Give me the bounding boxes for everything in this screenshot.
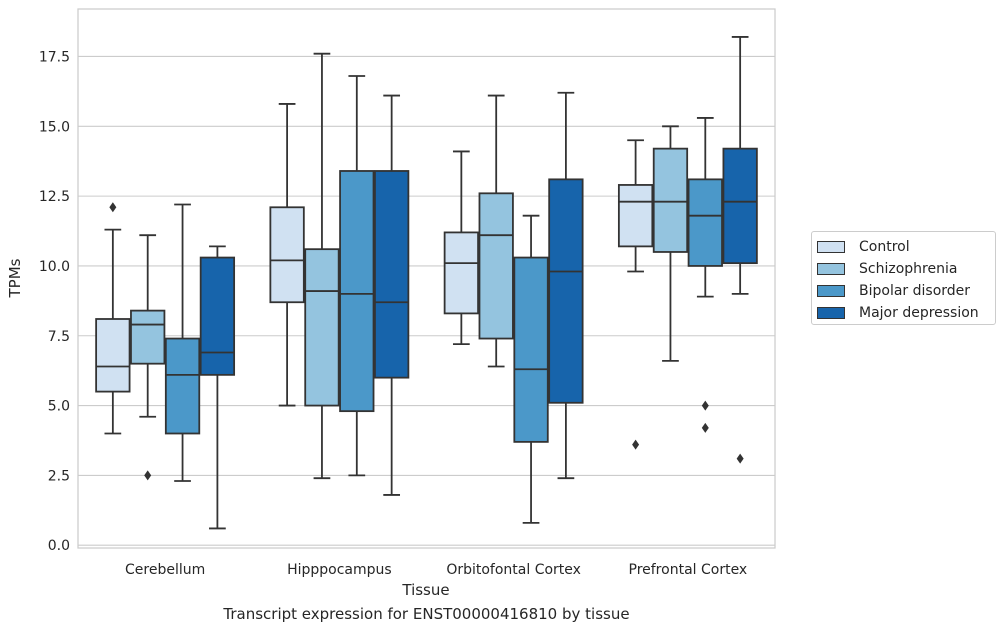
iqr-box <box>304 248 340 407</box>
box-major-depression <box>548 91 584 480</box>
outlier-point <box>144 470 152 481</box>
legend-item: Control <box>817 236 995 258</box>
iqr-box <box>722 147 758 265</box>
plot-frame <box>77 8 776 549</box>
y-axis-label: TPMs <box>6 258 24 298</box>
box-control <box>95 202 131 435</box>
iqr-box <box>443 231 479 315</box>
y-tick-label: 12.5 <box>39 189 70 205</box>
box-series <box>95 36 758 530</box>
outlier-point <box>109 202 117 213</box>
legend-label: Bipolar disorder <box>859 283 971 299</box>
iqr-box <box>130 309 166 365</box>
iqr-box <box>374 170 410 379</box>
legend-swatch <box>817 285 845 297</box>
outlier-point <box>701 422 709 433</box>
iqr-box <box>513 256 549 443</box>
box-schizophrenia <box>130 234 166 481</box>
y-tick-label: 15.0 <box>39 119 70 135</box>
legend-item: Major depression <box>817 302 995 324</box>
iqr-box <box>548 178 584 404</box>
y-tick-labels: 0.0 2.5 5.0 7.5 10.0 12.5 15.0 17.5 <box>39 49 70 554</box>
y-tick-label: 0.0 <box>48 538 70 554</box>
box-schizophrenia <box>304 52 340 480</box>
y-tick-label: 10.0 <box>39 259 70 275</box>
legend: Control Schizophrenia Bipolar disorder Majo… <box>811 231 996 325</box>
box-bipolar-disorder <box>513 214 549 524</box>
y-tick-label: 2.5 <box>48 468 70 484</box>
legend-item: Bipolar disorder <box>817 280 995 302</box>
iqr-box <box>269 206 305 304</box>
iqr-box <box>478 192 514 340</box>
legend-label: Schizophrenia <box>859 261 958 277</box>
legend-swatch <box>817 263 845 275</box>
box-control <box>617 139 654 450</box>
iqr-box <box>652 147 689 253</box>
box-bipolar-disorder <box>339 75 375 477</box>
x-tick-label: Orbitofontal Cortex <box>446 562 581 578</box>
box-major-depression <box>374 94 410 496</box>
box-schizophrenia <box>478 94 514 368</box>
y-tick-label: 17.5 <box>39 49 70 65</box>
y-tick-label: 7.5 <box>48 329 70 345</box>
outlier-point <box>736 453 744 464</box>
iqr-box <box>617 184 654 248</box>
x-axis-label: Tissue <box>401 581 449 599</box>
legend-swatch <box>817 241 845 253</box>
box-bipolar-disorder <box>164 203 201 482</box>
iqr-box <box>164 337 201 435</box>
legend-label: Major depression <box>859 305 979 321</box>
iqr-box <box>95 318 131 393</box>
x-tick-label: Hipppocampus <box>287 562 392 578</box>
legend-item: Schizophrenia <box>817 258 995 280</box>
outlier-point <box>701 400 709 411</box>
legend-swatch <box>817 307 845 319</box>
x-tick-label: Prefrontal Cortex <box>629 562 748 578</box>
box-control <box>443 150 479 346</box>
box-bipolar-disorder <box>687 117 723 433</box>
legend-label: Control <box>859 239 910 255</box>
x-tick-label: Cerebellum <box>125 562 205 578</box>
x-tick-labels: Cerebellum Hipppocampus Orbitofontal Corte… <box>125 562 747 578</box>
box-control <box>269 103 305 407</box>
outlier-point <box>632 439 640 450</box>
box-major-depression <box>722 36 758 464</box>
iqr-box <box>687 178 723 267</box>
y-tick-label: 5.0 <box>48 399 70 415</box>
box-schizophrenia <box>652 125 689 362</box>
iqr-box <box>199 256 236 376</box>
iqr-box <box>339 170 375 413</box>
box-major-depression <box>199 245 236 530</box>
figure-caption: Transcript expression for ENST0000041681… <box>223 605 630 623</box>
